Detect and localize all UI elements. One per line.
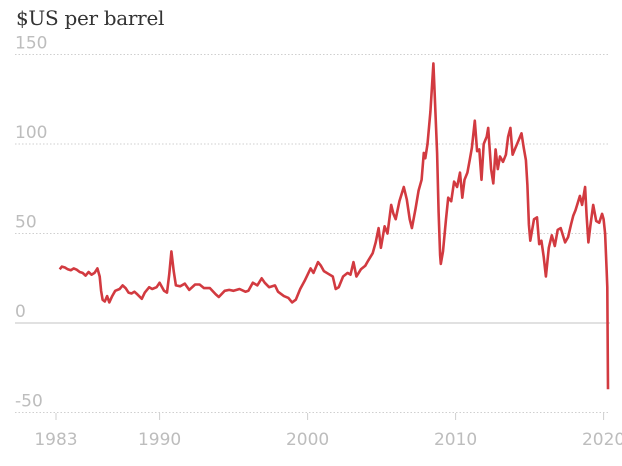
grid — [15, 54, 610, 413]
x-tick-label: 2010 — [434, 430, 477, 450]
x-tick-label: 1990 — [138, 430, 181, 450]
oil-price-line — [58, 62, 610, 390]
y-tick-label: 150 — [15, 34, 47, 54]
chart-title: $US per barrel — [16, 6, 165, 30]
y-axis: 150 100 50 0 -50 — [15, 34, 47, 412]
x-axis: 1983 1990 2000 2010 2020 — [34, 413, 622, 450]
x-tick-label: 2020 — [582, 430, 622, 450]
y-tick-label: 100 — [15, 123, 47, 143]
y-tick-label: 50 — [15, 213, 37, 233]
x-tick-label: 2000 — [286, 430, 329, 450]
y-tick-label: 0 — [15, 302, 26, 322]
x-tick-label: 1983 — [34, 430, 77, 450]
y-tick-label: -50 — [15, 392, 43, 412]
